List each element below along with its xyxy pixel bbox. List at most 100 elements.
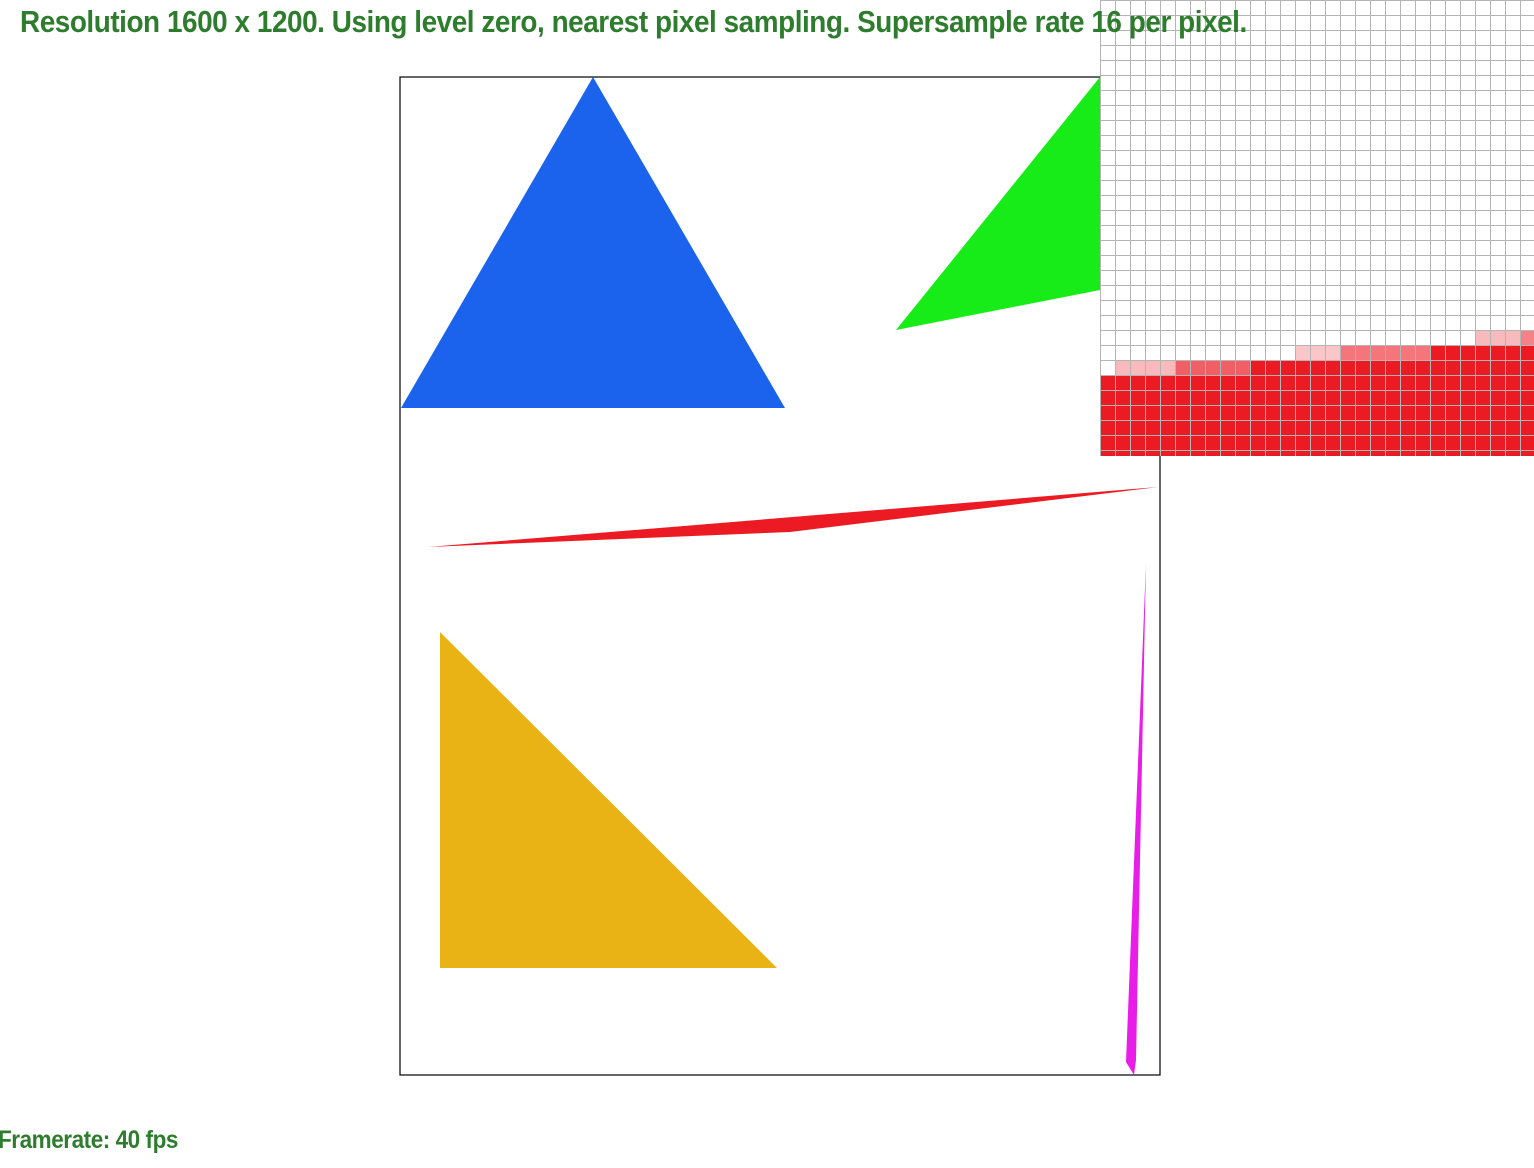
zoom-pixel-cell bbox=[1520, 375, 1534, 390]
zoom-pixel-cell bbox=[1100, 390, 1115, 405]
green-triangle bbox=[896, 77, 1100, 330]
zoom-pixel-cell bbox=[1430, 450, 1445, 456]
zoom-pixel-cell bbox=[1100, 450, 1115, 456]
zoom-pixel-cell bbox=[1355, 390, 1370, 405]
zoom-pixel-cell bbox=[1160, 435, 1175, 450]
zoom-pixel-cell bbox=[1505, 375, 1520, 390]
zoom-pixel-cell bbox=[1475, 405, 1490, 420]
zoom-pixel-cell bbox=[1190, 390, 1205, 405]
zoom-pixel-cell bbox=[1520, 360, 1534, 375]
zoom-pixel-cell bbox=[1385, 405, 1400, 420]
zoom-pixel-cell bbox=[1145, 435, 1160, 450]
zoom-pixel-cell bbox=[1250, 435, 1265, 450]
zoom-pixel-cell bbox=[1415, 405, 1430, 420]
zoom-pixel-cell bbox=[1370, 405, 1385, 420]
zoom-pixel-cell bbox=[1265, 420, 1280, 435]
zoom-pixel-cell bbox=[1370, 345, 1385, 360]
zoom-pixel-cell bbox=[1415, 345, 1430, 360]
zoom-pixel-cell bbox=[1490, 375, 1505, 390]
zoom-pixel-cell bbox=[1490, 345, 1505, 360]
zoom-pixel-cell bbox=[1250, 405, 1265, 420]
zoom-pixel-cell bbox=[1265, 375, 1280, 390]
zoom-pixel-cell bbox=[1205, 360, 1220, 375]
zoom-pixel-cell bbox=[1310, 405, 1325, 420]
zoom-pixel-cell bbox=[1205, 390, 1220, 405]
zoom-pixel-cell bbox=[1205, 450, 1220, 456]
zoom-pixel-cell bbox=[1400, 390, 1415, 405]
zoom-pixel-cell bbox=[1415, 435, 1430, 450]
zoom-pixel-cell bbox=[1145, 360, 1160, 375]
red-sliver-triangle bbox=[428, 487, 1158, 547]
zoom-pixel-cell bbox=[1280, 420, 1295, 435]
zoom-pixel-cell bbox=[1475, 420, 1490, 435]
zoom-pixel-cell bbox=[1325, 375, 1340, 390]
zoom-pixel-cell bbox=[1430, 390, 1445, 405]
zoom-pixel-cell bbox=[1130, 435, 1145, 450]
zoom-pixel-cell bbox=[1490, 360, 1505, 375]
zoom-pixel-cell bbox=[1310, 420, 1325, 435]
zoom-pixel-cell bbox=[1325, 390, 1340, 405]
zoom-pixel-cell bbox=[1130, 420, 1145, 435]
zoom-pixel-cell bbox=[1370, 435, 1385, 450]
zoom-pixel-cell bbox=[1340, 450, 1355, 456]
zoom-pixel-cell bbox=[1175, 450, 1190, 456]
zoom-pixel-cell bbox=[1385, 360, 1400, 375]
zoom-pixel-cell bbox=[1325, 420, 1340, 435]
zoom-pixel-cell bbox=[1115, 375, 1130, 390]
zoom-pixel-cell bbox=[1460, 420, 1475, 435]
zoom-pixel-cell bbox=[1220, 375, 1235, 390]
zoom-pixel-cell bbox=[1430, 420, 1445, 435]
zoom-pixel-cell bbox=[1295, 360, 1310, 375]
zoom-pixel-cell bbox=[1355, 450, 1370, 456]
zoom-pixel-cell bbox=[1385, 345, 1400, 360]
zoom-pixel-cell bbox=[1295, 450, 1310, 456]
zoom-pixel-cell bbox=[1235, 405, 1250, 420]
zoom-pixel-cell bbox=[1100, 435, 1115, 450]
zoom-pixel-cell bbox=[1445, 450, 1460, 456]
zoom-pixel-cell bbox=[1130, 390, 1145, 405]
zoom-pixel-cell bbox=[1400, 435, 1415, 450]
zoom-pixel-cell bbox=[1235, 375, 1250, 390]
zoom-pixel-cell bbox=[1190, 420, 1205, 435]
zoom-pixel-cell bbox=[1295, 405, 1310, 420]
zoom-pixel-cell bbox=[1160, 420, 1175, 435]
zoom-pixel-cell bbox=[1385, 375, 1400, 390]
zoom-pixel-cell bbox=[1445, 420, 1460, 435]
zoom-pixel-cell bbox=[1145, 390, 1160, 405]
zoom-pixel-cell bbox=[1130, 450, 1145, 456]
zoom-pixel-cell bbox=[1355, 375, 1370, 390]
zoom-pixel-cell bbox=[1475, 375, 1490, 390]
zoom-pixel-cell bbox=[1520, 390, 1534, 405]
zoom-pixel-cell bbox=[1115, 450, 1130, 456]
zoom-pixel-cell bbox=[1115, 390, 1130, 405]
zoom-pixel-cell bbox=[1310, 375, 1325, 390]
zoom-pixel-cell bbox=[1340, 390, 1355, 405]
zoom-pixel-cell bbox=[1475, 450, 1490, 456]
zoom-pixel-cell bbox=[1220, 390, 1235, 405]
zoom-pixel-cell bbox=[1340, 405, 1355, 420]
zoom-pixel-cell bbox=[1295, 375, 1310, 390]
zoom-pixel-cell bbox=[1205, 420, 1220, 435]
zoom-pixel-cell bbox=[1310, 360, 1325, 375]
zoom-pixel-cell bbox=[1100, 420, 1115, 435]
zoom-pixel-cell bbox=[1220, 450, 1235, 456]
zoom-pixel-cell bbox=[1145, 420, 1160, 435]
zoom-pixel-cell bbox=[1130, 360, 1145, 375]
zoom-pixel-cell bbox=[1370, 450, 1385, 456]
pixel-zoom-inspector[interactable] bbox=[1100, 0, 1534, 456]
zoom-pixel-cell bbox=[1130, 375, 1145, 390]
zoom-pixel-cell bbox=[1235, 360, 1250, 375]
zoom-pixel-cell bbox=[1505, 405, 1520, 420]
zoom-pixel-cell bbox=[1370, 375, 1385, 390]
zoom-pixel-cell bbox=[1505, 390, 1520, 405]
zoom-pixel-cell bbox=[1340, 360, 1355, 375]
zoom-pixel-cell bbox=[1340, 345, 1355, 360]
zoom-pixel-cell bbox=[1190, 435, 1205, 450]
zoom-pixel-cell bbox=[1295, 435, 1310, 450]
zoom-pixel-cell bbox=[1385, 420, 1400, 435]
zoom-pixel-cell bbox=[1250, 375, 1265, 390]
zoom-pixel-cell bbox=[1430, 375, 1445, 390]
zoom-pixel-cell bbox=[1355, 405, 1370, 420]
zoom-pixel-cell bbox=[1250, 390, 1265, 405]
